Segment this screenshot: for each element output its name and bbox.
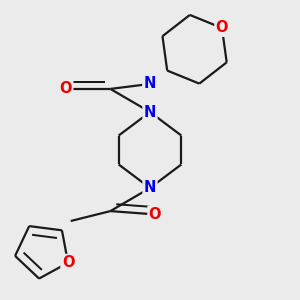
Text: O: O [149,207,161,222]
Text: N: N [144,104,156,119]
Text: O: O [216,20,228,35]
Text: O: O [59,81,72,96]
Text: N: N [144,76,156,92]
Text: O: O [62,255,74,270]
Text: N: N [144,181,156,196]
Text: N: N [144,76,156,92]
